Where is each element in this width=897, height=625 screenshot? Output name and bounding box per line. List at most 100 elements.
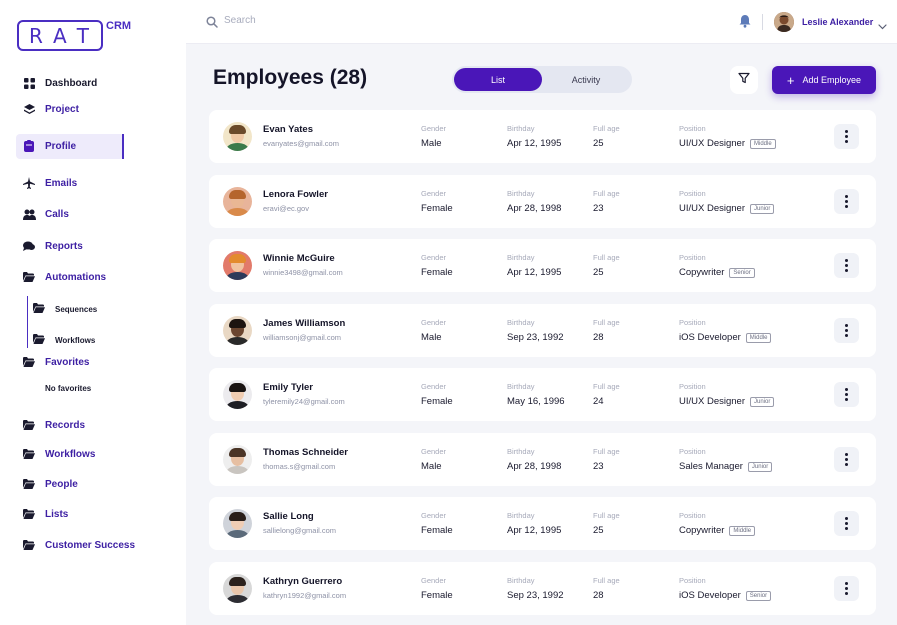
more-dot bbox=[845, 194, 848, 198]
gender-label: Gender bbox=[421, 511, 447, 520]
sidebar-item-customer-success[interactable]: Customer Success bbox=[22, 539, 135, 551]
sidebar-subitem-workflows[interactable]: Workflows bbox=[33, 334, 95, 346]
avatar-hair bbox=[229, 512, 246, 521]
employee-name: Kathryn Guerrero bbox=[263, 575, 343, 587]
more-dot bbox=[845, 457, 848, 461]
avatar bbox=[223, 186, 252, 216]
tab-activity[interactable]: Activity bbox=[571, 74, 601, 85]
table-row[interactable]: Kathryn Guerrero kathryn1992@gmail.com G… bbox=[209, 561, 876, 615]
sidebar-item-label: Records bbox=[45, 419, 86, 431]
sidebar-item-workflows[interactable]: Workflows bbox=[22, 448, 95, 460]
birthday-label: Birthday bbox=[507, 382, 535, 391]
more-dot bbox=[845, 522, 848, 525]
more-options-button[interactable] bbox=[834, 446, 859, 472]
plus-icon: + bbox=[786, 72, 795, 88]
sidebar-item-reports[interactable]: Reports bbox=[22, 240, 83, 252]
avatar bbox=[223, 380, 252, 409]
avatar-hair bbox=[229, 576, 246, 586]
birthday-value: May 16, 1996 bbox=[507, 396, 565, 407]
sidebar-subitem-label: Workflows bbox=[55, 335, 96, 345]
sidebar-item-profile[interactable]: Profile bbox=[22, 140, 76, 152]
position-value: Copywriter bbox=[679, 267, 725, 278]
avatar-body bbox=[226, 143, 249, 151]
logo-mark: R A T bbox=[17, 20, 103, 51]
employee-email: thomas.s@gmail.com bbox=[263, 461, 336, 471]
tab-list[interactable]: List bbox=[454, 68, 542, 91]
table-row[interactable]: James Williamson williamsonj@gmail.com G… bbox=[209, 303, 876, 357]
filter-button[interactable] bbox=[730, 66, 758, 94]
birthday-value: Apr 12, 1995 bbox=[507, 525, 562, 536]
logo-letter-t: T bbox=[76, 23, 91, 48]
search-input[interactable] bbox=[224, 15, 424, 26]
add-employee-button[interactable]: + Add Employee bbox=[772, 66, 876, 94]
table-row[interactable]: Thomas Schneider thomas.s@gmail.com Gend… bbox=[209, 432, 876, 486]
sidebar-item-people[interactable]: People bbox=[22, 478, 78, 490]
topbar: Leslie Alexander bbox=[186, 0, 897, 44]
more-options-button[interactable] bbox=[834, 382, 859, 407]
sidebar-subitem-sequences[interactable]: Sequences bbox=[33, 303, 97, 315]
table-row[interactable]: Sallie Long sallielong@gmail.com Gender … bbox=[209, 497, 876, 550]
folder-icon bbox=[33, 303, 45, 315]
avatar-body bbox=[226, 336, 249, 345]
logo[interactable]: R A T CRM bbox=[17, 20, 131, 51]
table-row[interactable]: Emily Tyler tyleremily24@gmail.com Gende… bbox=[209, 368, 876, 421]
employee-name: Emily Tyler bbox=[263, 382, 313, 393]
sidebar-item-label: Project bbox=[45, 103, 79, 115]
sidebar-item-favorites[interactable]: Favorites bbox=[22, 356, 89, 368]
level-badge: Senior bbox=[745, 590, 772, 601]
age-label: Full age bbox=[593, 511, 620, 520]
more-dot bbox=[845, 323, 848, 327]
sidebar-item-project[interactable]: Project bbox=[22, 103, 79, 115]
sidebar-item-dashboard[interactable]: Dashboard bbox=[22, 77, 97, 89]
more-options-button[interactable] bbox=[834, 575, 859, 601]
table-row[interactable]: Evan Yates evanyates@gmail.com Gender Ma… bbox=[209, 110, 876, 163]
avatar[interactable] bbox=[774, 12, 794, 32]
sidebar-item-label: Profile bbox=[45, 140, 77, 152]
search-icon[interactable] bbox=[206, 15, 218, 33]
position-label: Position bbox=[679, 382, 706, 391]
table-row[interactable]: Lenora Fowler eravi@ec.gov Gender Female… bbox=[209, 174, 876, 228]
position-value: iOS Developer bbox=[679, 331, 741, 343]
user-name[interactable]: Leslie Alexander bbox=[802, 17, 874, 27]
gender-value: Male bbox=[421, 460, 442, 472]
employee-name: Lenora Fowler bbox=[263, 188, 328, 200]
position-label: Position bbox=[679, 253, 706, 262]
avatar-body bbox=[226, 272, 249, 280]
avatar bbox=[223, 251, 252, 280]
gender-label: Gender bbox=[421, 253, 447, 262]
more-options-button[interactable] bbox=[834, 317, 859, 343]
birthday-value: Apr 28, 1998 bbox=[507, 202, 562, 214]
sidebar-item-records[interactable]: Records bbox=[22, 419, 85, 431]
sidebar-item-label: Reports bbox=[45, 240, 83, 252]
level-badge: Junior bbox=[747, 461, 773, 472]
sidebar-item-label: Automations bbox=[45, 271, 107, 283]
more-options-button[interactable] bbox=[834, 253, 859, 278]
more-options-button[interactable] bbox=[834, 124, 859, 149]
sidebar-item-automations[interactable]: Automations bbox=[22, 271, 106, 283]
more-options-button[interactable] bbox=[834, 188, 859, 214]
chevron-down-icon[interactable] bbox=[878, 17, 887, 35]
layers-icon bbox=[22, 103, 36, 115]
avatar-body bbox=[226, 401, 249, 409]
active-highlight bbox=[16, 134, 124, 159]
sidebar-item-lists[interactable]: Lists bbox=[22, 508, 68, 520]
position-value: UI/UX Designer bbox=[679, 396, 745, 407]
position-cell: UI/UX Designer Middle bbox=[679, 138, 776, 149]
sidebar-item-label: People bbox=[45, 478, 78, 490]
sidebar-item-label: Customer Success bbox=[45, 539, 136, 551]
sidebar-item-label: Calls bbox=[45, 208, 69, 220]
bell-icon[interactable] bbox=[739, 14, 751, 33]
sidebar-item-calls[interactable]: Calls bbox=[22, 208, 69, 220]
table-row[interactable]: Winnie McGuire winnie3498@gmail.com Gend… bbox=[209, 239, 876, 292]
more-dot bbox=[845, 269, 848, 272]
employee-email: tyleremily24@gmail.com bbox=[263, 397, 345, 406]
more-dot bbox=[845, 398, 848, 401]
employee-email: eravi@ec.gov bbox=[263, 203, 309, 213]
sidebar-item-emails[interactable]: Emails bbox=[22, 177, 77, 189]
sidebar-item-label: Favorites bbox=[45, 356, 90, 368]
position-value: Copywriter bbox=[679, 525, 725, 536]
age-value: 25 bbox=[593, 267, 604, 278]
more-options-button[interactable] bbox=[834, 511, 859, 536]
sidebar-item-label: Workflows bbox=[45, 448, 96, 460]
submenu-line bbox=[27, 296, 28, 348]
